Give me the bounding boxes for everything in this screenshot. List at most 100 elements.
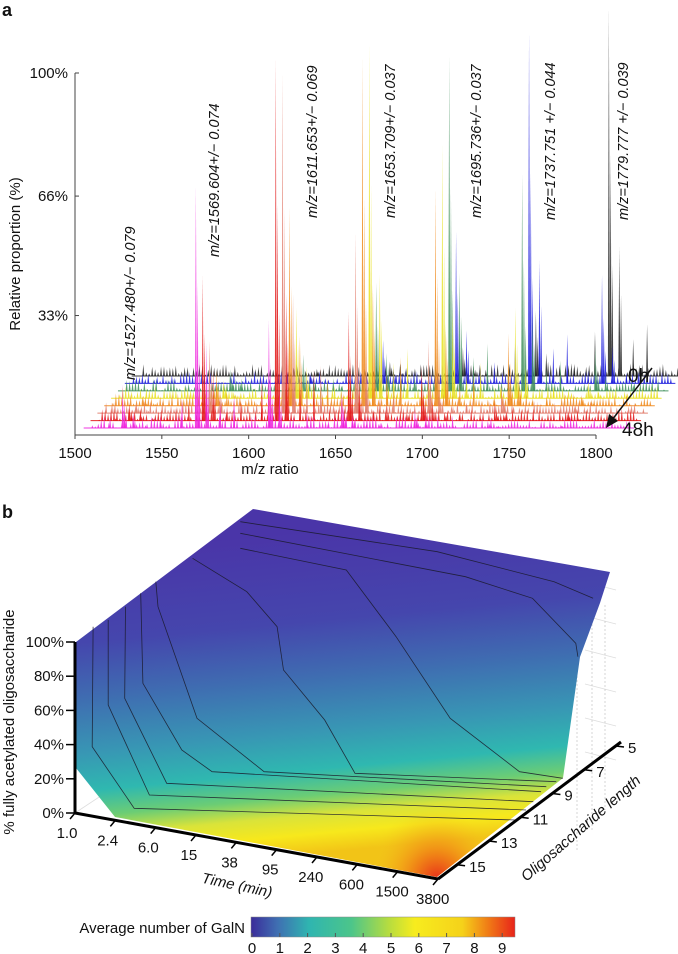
spectrum-peak (402, 373, 405, 376)
spectrum-peak (522, 400, 525, 406)
spectrum-peak (444, 411, 447, 414)
spectrum-peak (449, 412, 452, 421)
spectrum-peak (568, 403, 571, 414)
spectrum-peak (575, 381, 578, 384)
spectrum-peak (257, 418, 260, 421)
spectrum-peak (619, 405, 622, 406)
spectrum-peak (441, 144, 444, 399)
spectrum-peak (670, 370, 673, 376)
spectrum-peak (138, 377, 141, 384)
spectrum-peak (517, 380, 520, 406)
spectrum-peak (620, 408, 623, 421)
spectrum-peak (133, 418, 136, 428)
spectrum-peak (603, 389, 606, 391)
spectrum-peak (333, 382, 336, 384)
y-tick-label: 33% (38, 308, 68, 325)
spectrum-peak (484, 369, 487, 376)
spectrum-peak (472, 357, 475, 391)
spectrum-peak (162, 366, 165, 376)
spectrum-peak (246, 396, 249, 399)
spectrum-peak (179, 373, 182, 384)
spectrum-peak (490, 417, 493, 421)
spectrum-peak (516, 343, 519, 399)
spectrum-peak (623, 373, 626, 376)
spectrum-peak (360, 417, 363, 421)
spectrum-peak (607, 382, 610, 384)
spectrum-peak (170, 375, 173, 384)
spectrum-peak (494, 387, 497, 391)
spectrum-peak (428, 409, 431, 421)
spectrum-peak (461, 347, 464, 376)
spectrum-peak (487, 396, 490, 399)
spectrum-peak (656, 386, 659, 399)
spectrum-peak (448, 396, 451, 406)
spectrum-peak (427, 340, 430, 414)
spectrum-peak (590, 375, 593, 384)
spectrum-peak (558, 409, 561, 421)
time-tick-mark (109, 819, 116, 827)
spectrum-peak (158, 390, 161, 391)
spectrum-peak (549, 389, 552, 399)
spectrum-peak (314, 407, 317, 414)
spectrum-peak (327, 404, 330, 406)
spectrum-peak (172, 408, 175, 414)
spectrum-peak (264, 385, 267, 391)
spectrum-peak (300, 425, 303, 428)
spectrum-peak (620, 370, 623, 376)
spectrum-peak (208, 340, 211, 414)
spectrum-peak (383, 404, 386, 406)
spectrum-peak (575, 396, 578, 406)
spectrum-peak (667, 373, 670, 376)
spectrum-peak (377, 399, 380, 406)
spectrum-peak (432, 408, 435, 421)
spectrum-peak (230, 400, 233, 406)
spectrum-peak (114, 427, 117, 428)
spectrum-peak (380, 397, 383, 406)
spectrum-peak (252, 388, 255, 391)
spectrum-peak (375, 413, 378, 421)
spectrum-peak (333, 416, 336, 428)
spectrum-peak (463, 374, 466, 384)
spectrum-peak (488, 401, 491, 414)
spectrum-peak (506, 403, 509, 414)
spectrum-peak (366, 373, 369, 414)
spectrum-peak (302, 354, 305, 391)
spectrum-peak (269, 362, 272, 428)
spectrum-peak (384, 409, 387, 421)
y-ticks-a: 33% 66% 100% (30, 65, 79, 325)
spectrum-peak (283, 421, 286, 428)
spectrum-peak (634, 380, 637, 384)
spectrum-peak (609, 385, 612, 391)
spectrum-peak (212, 425, 215, 428)
spectrum-peak (237, 381, 240, 391)
spectrum-peak (321, 393, 324, 406)
spectrum-peak (407, 423, 410, 428)
spectrum-peak (360, 423, 363, 428)
time-tick-mark (392, 871, 399, 879)
spectrum-peak (97, 423, 100, 428)
spectrum-peak (302, 404, 305, 414)
spectrum-peak (423, 382, 426, 391)
spectrum-peak (611, 265, 614, 376)
spectrum-peak (534, 367, 537, 376)
spectrum-peak (594, 416, 597, 421)
spectrum-peak (262, 405, 265, 406)
spectrum-peak (361, 58, 364, 406)
spectrum-peak (632, 409, 635, 421)
spectrum-peak (110, 408, 113, 421)
spectrum-peak (655, 373, 658, 384)
spectrum-peak (617, 409, 620, 421)
spectrum-peak (147, 396, 150, 406)
spectrum-peak (573, 363, 576, 376)
spectrum-peak (642, 381, 645, 391)
spectrum-peak (390, 370, 393, 376)
spectrum-peak (551, 374, 554, 384)
spectrum-peak (406, 348, 409, 399)
spectrum-peak (367, 410, 370, 414)
spectrum-peak (636, 410, 639, 414)
spectrum-peak (128, 380, 131, 391)
spectrum-peak (160, 409, 163, 421)
spectrum-peak (607, 6, 610, 376)
spectrum-peak (365, 349, 368, 414)
spectrum-peak (382, 339, 385, 384)
